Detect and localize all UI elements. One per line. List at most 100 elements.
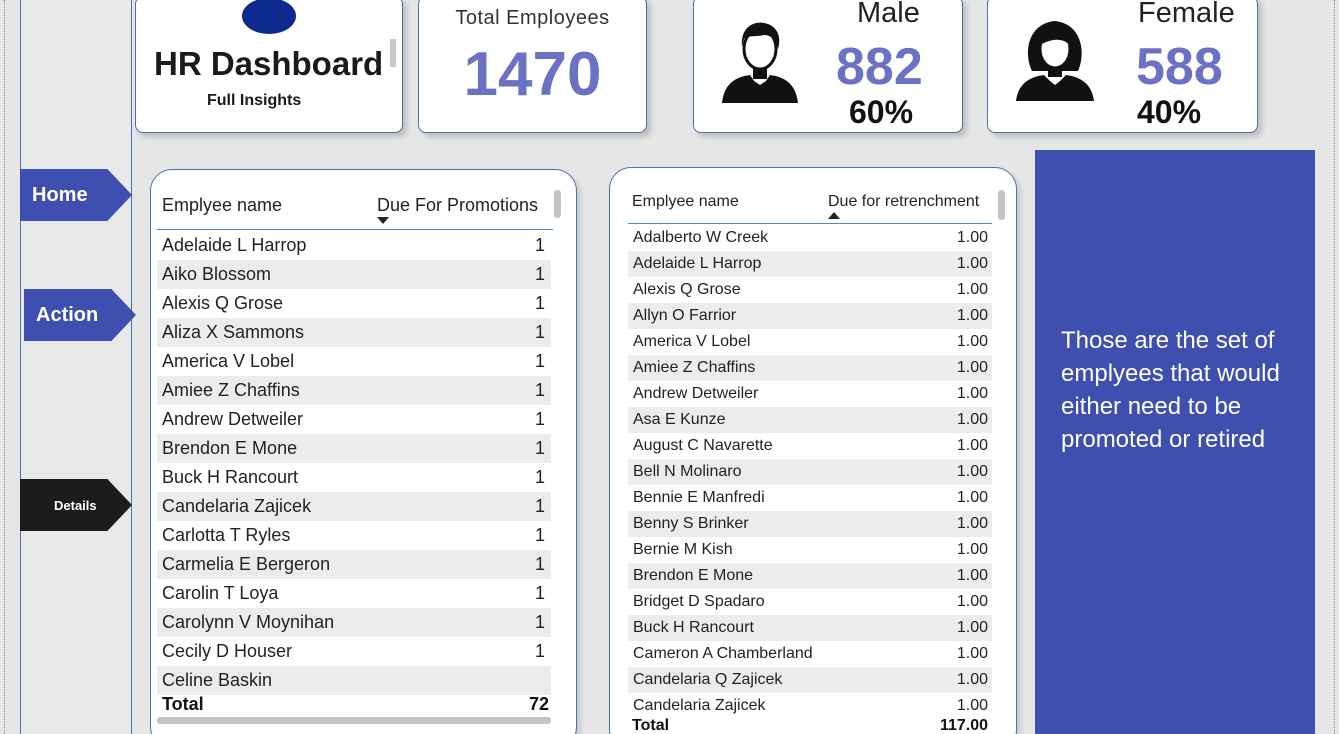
row-name: Adelaide L Harrop [633,255,762,272]
sidebar-panel [20,0,132,734]
table-row[interactable]: Amiee Z Chaffins 1 [157,376,551,405]
table-row[interactable]: Brendon E Mone 1 [157,434,551,463]
retrenchment-col-value[interactable]: Due for retrenchment [828,193,980,210]
table-row[interactable]: Carlotta T Ryles 1 [157,521,551,550]
table-row[interactable]: America V Lobel 1.00 [628,329,992,355]
row-value: 1.00 [956,333,988,350]
row-value: 1.00 [956,385,988,402]
table-row[interactable]: Aliza X Sammons 1 [157,318,551,347]
promotions-total-label: Total [162,694,204,714]
table-row[interactable]: Bernie M Kish 1.00 [628,537,992,563]
row-value: 1.00 [956,671,988,688]
female-card: Female 588 40% [987,0,1258,133]
table-row[interactable]: Carolynn V Moynihan 1 [157,608,551,637]
table-row[interactable]: Bridget D Spadaro 1.00 [628,589,992,615]
table-row[interactable]: Amiee Z Chaffins 1.00 [628,355,992,381]
sort-asc-icon[interactable] [828,212,840,219]
promotions-header-divider [157,229,553,230]
row-name: Bennie E Manfredi [633,489,765,506]
row-value: 1.00 [956,255,988,272]
table-row[interactable]: Asa E Kunze 1.00 [628,407,992,433]
table-row[interactable]: Carmelia E Bergeron 1 [157,550,551,579]
table-row[interactable]: Bell N Molinaro 1.00 [628,459,992,485]
female-label: Female [1138,0,1235,29]
row-value: 1.00 [956,489,988,506]
row-name: Buck H Rancourt [162,467,299,487]
table-row[interactable]: Celine Baskin [157,666,551,695]
logo-oval [242,0,296,34]
row-name: Brendon E Mone [162,438,298,458]
row-name: Buck H Rancourt [633,619,754,636]
nav-action-button[interactable]: Action [24,289,136,341]
table-row[interactable]: Adelaide L Harrop 1 [157,231,551,260]
male-card: Male 882 60% [693,0,963,133]
row-value: 1 [534,554,545,574]
row-value: 1 [534,612,545,632]
table-row[interactable]: Cecily D Houser 1 [157,637,551,666]
table-row[interactable]: Brendon E Mone 1.00 [628,563,992,589]
promotions-col-name[interactable]: Emplyee name [162,195,283,215]
table-row[interactable]: Alexis Q Grose 1 [157,289,551,318]
table-row[interactable]: August C Navarette 1.00 [628,433,992,459]
nav-home-button[interactable]: Home [20,169,132,221]
row-value: 1 [534,496,545,516]
row-name: America V Lobel [633,333,751,350]
table-row[interactable]: Buck H Rancourt 1 [157,463,551,492]
table-row[interactable]: Alexis Q Grose 1.00 [628,277,992,303]
table-row[interactable]: Aiko Blossom 1 [157,260,551,289]
table-row[interactable]: Cameron A Chamberland 1.00 [628,641,992,667]
sort-desc-icon[interactable] [377,217,389,224]
title-scrollbar[interactable] [390,39,396,67]
promotions-col-value[interactable]: Due For Promotions [377,195,539,215]
retrenchment-total-label: Total [632,717,670,734]
male-label: Male [857,0,920,29]
row-value: 1.00 [956,697,988,714]
row-name: Bridget D Spadaro [633,593,765,610]
table-row[interactable]: Andrew Detweiler 1.00 [628,381,992,407]
table-row[interactable]: Candelaria Zajicek 1 [157,492,551,521]
promotions-vertical-scrollbar[interactable] [554,190,561,218]
nav-home-label: Home [32,183,88,206]
table-row[interactable]: Allyn O Farrior 1.00 [628,303,992,329]
row-value: 1.00 [956,359,988,376]
row-value: 1.00 [956,593,988,610]
promotions-table: Emplyee name Due For Promotions Adelaide… [150,169,577,734]
table-row[interactable]: Buck H Rancourt 1.00 [628,615,992,641]
row-value: 1.00 [956,411,988,428]
info-panel: Those are the set of emplyees that would… [1035,150,1315,734]
table-row[interactable]: Adalberto W Creek 1.00 [628,225,992,251]
row-name: Brendon E Mone [633,567,754,584]
row-name: Celine Baskin [162,670,273,690]
row-name: Alexis Q Grose [162,293,284,313]
row-name: Aliza X Sammons [162,322,305,342]
promotions-total-value: 72 [528,694,549,714]
table-row[interactable]: Carolin T Loya 1 [157,579,551,608]
row-value: 1 [534,467,545,487]
row-value: 1 [534,525,545,545]
table-row[interactable]: America V Lobel 1 [157,347,551,376]
retrenchment-total-row: Total 117.00 [632,717,988,734]
retrenchment-vertical-scrollbar[interactable] [998,190,1005,220]
male-percent: 60% [849,94,914,130]
row-name: Aiko Blossom [162,264,272,284]
row-value: 1.00 [956,541,988,558]
total-employees-card: Total Employees 1470 [418,0,647,133]
table-row[interactable]: Bennie E Manfredi 1.00 [628,485,992,511]
male-avatar-icon [722,22,798,103]
table-row[interactable]: Candelaria Zajicek 1.00 [628,693,992,719]
table-row[interactable]: Andrew Detweiler 1 [157,405,551,434]
row-value: 1.00 [956,645,988,662]
table-row[interactable]: Benny S Brinker 1.00 [628,511,992,537]
total-employees-value: 1470 [463,40,602,109]
retrenchment-col-name[interactable]: Emplyee name [632,193,739,210]
page-subtitle: Full Insights [207,92,302,109]
row-name: Cecily D Houser [162,641,293,661]
nav-details-button[interactable]: Details [20,479,132,531]
nav-action-label: Action [36,303,99,326]
row-name: Adelaide L Harrop [162,235,307,255]
promotions-horizontal-scrollbar[interactable] [157,717,551,724]
row-name: Alexis Q Grose [633,281,741,298]
table-row[interactable]: Adelaide L Harrop 1.00 [628,251,992,277]
row-name: August C Navarette [633,437,773,454]
table-row[interactable]: Candelaria Q Zajicek 1.00 [628,667,992,693]
